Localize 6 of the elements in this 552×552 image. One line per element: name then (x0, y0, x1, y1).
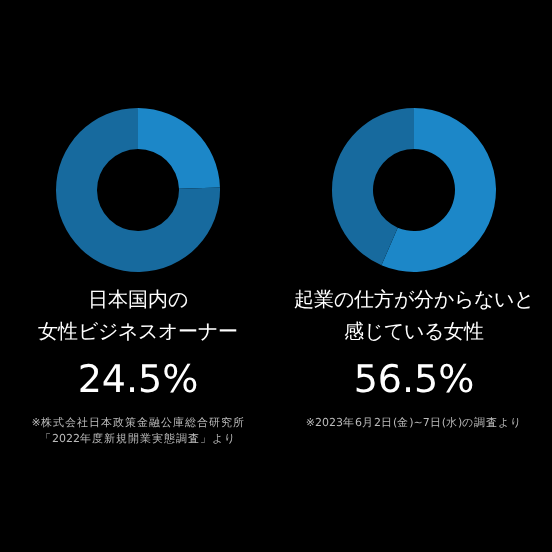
text: 女性ビジネスオーナー (38, 320, 238, 344)
text: 日本国内の (88, 288, 188, 312)
text: 24.5% (77, 358, 199, 402)
text: 56.5% (353, 358, 475, 402)
text: 感じている女性 (344, 320, 484, 344)
text: 起業の仕方が分からないと (294, 288, 534, 312)
